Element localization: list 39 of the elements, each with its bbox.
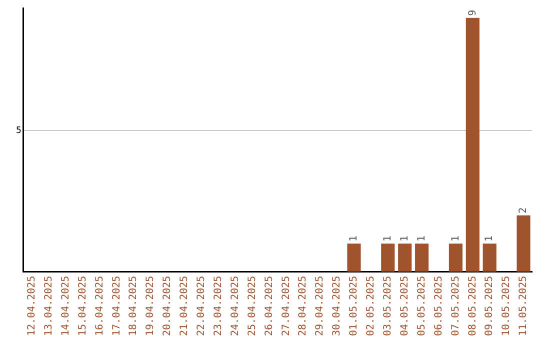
x-tick-label: 08.05.2025	[467, 276, 478, 336]
data-label: 2	[518, 207, 530, 214]
data-label: 1	[382, 236, 394, 242]
x-tick-label: 13.04.2025	[43, 276, 54, 336]
x-tick-label: 04.05.2025	[399, 276, 410, 336]
x-tick-label: 23.04.2025	[212, 276, 224, 336]
data-label: 1	[484, 236, 496, 242]
data-label: 1	[348, 236, 360, 242]
x-tick-label: 17.04.2025	[111, 276, 122, 336]
data-label: 1	[416, 236, 428, 242]
x-tick-label: 16.04.2025	[94, 276, 106, 336]
x-tick-label: 27.04.2025	[280, 276, 292, 336]
x-tick-label: 25.04.2025	[246, 276, 258, 336]
x-tick-label: 19.04.2025	[145, 276, 156, 336]
x-tick-label: 26.04.2025	[264, 276, 275, 336]
data-label: 1	[450, 236, 462, 242]
x-tick-label: 15.04.2025	[77, 276, 88, 336]
x-tick-label: 09.05.2025	[484, 276, 496, 336]
data-label: 9	[467, 10, 478, 16]
x-tick-label: 14.04.2025	[60, 276, 72, 336]
x-tick-label: 02.05.2025	[366, 276, 377, 336]
x-tick-label: 12.04.2025	[26, 276, 38, 336]
data-label: 1	[399, 236, 410, 242]
x-tick-label: 11.05.2025	[518, 276, 530, 336]
x-tick-label: 28.04.2025	[298, 276, 309, 336]
x-tick-label: 22.04.2025	[196, 276, 208, 336]
x-tick-label: 18.04.2025	[128, 276, 140, 336]
x-tick-label: 06.05.2025	[433, 276, 444, 336]
x-tick-label: 20.04.2025	[162, 276, 174, 336]
x-tick-label: 07.05.2025	[450, 276, 462, 336]
x-tick-label: 30.04.2025	[332, 276, 343, 336]
x-tick-label: 05.05.2025	[416, 276, 428, 336]
x-tick-label: 03.05.2025	[382, 276, 394, 336]
x-tick-label: 01.05.2025	[348, 276, 360, 336]
x-tick-label: 10.05.2025	[501, 276, 512, 336]
y-tick-label: 5	[16, 126, 22, 136]
x-tick-label: 21.04.2025	[179, 276, 190, 336]
x-tick-label: 24.04.2025	[230, 276, 241, 336]
x-tick-label: 29.04.2025	[314, 276, 326, 336]
